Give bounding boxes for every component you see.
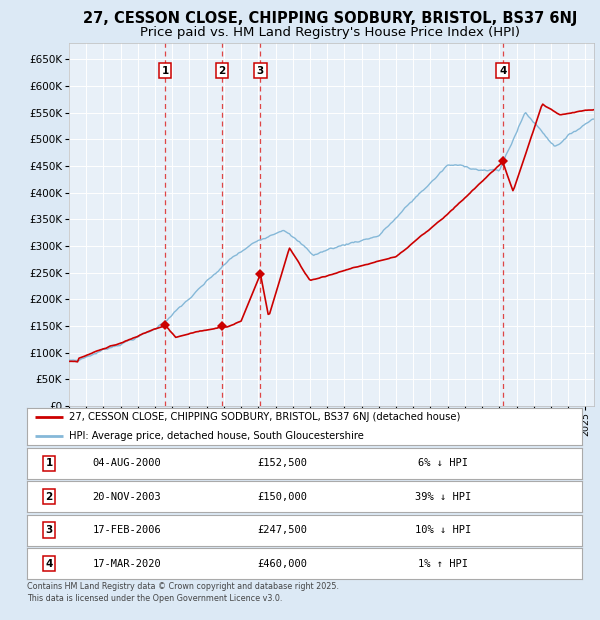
Text: 3: 3 xyxy=(257,66,264,76)
Text: 6% ↓ HPI: 6% ↓ HPI xyxy=(418,458,468,468)
Text: 2: 2 xyxy=(218,66,226,76)
Text: £150,000: £150,000 xyxy=(257,492,307,502)
Text: 1: 1 xyxy=(46,458,53,468)
Text: 17-FEB-2006: 17-FEB-2006 xyxy=(92,525,161,535)
Text: 39% ↓ HPI: 39% ↓ HPI xyxy=(415,492,472,502)
Text: 27, CESSON CLOSE, CHIPPING SODBURY, BRISTOL, BS37 6NJ (detached house): 27, CESSON CLOSE, CHIPPING SODBURY, BRIS… xyxy=(68,412,460,422)
Text: £247,500: £247,500 xyxy=(257,525,307,535)
Text: 1% ↑ HPI: 1% ↑ HPI xyxy=(418,559,468,569)
Text: 20-NOV-2003: 20-NOV-2003 xyxy=(92,492,161,502)
Text: 04-AUG-2000: 04-AUG-2000 xyxy=(92,458,161,468)
Text: £152,500: £152,500 xyxy=(257,458,307,468)
Text: 2: 2 xyxy=(46,492,53,502)
Text: 1: 1 xyxy=(161,66,169,76)
Text: 4: 4 xyxy=(46,559,53,569)
Text: 10% ↓ HPI: 10% ↓ HPI xyxy=(415,525,472,535)
Text: 4: 4 xyxy=(499,66,506,76)
Text: Price paid vs. HM Land Registry's House Price Index (HPI): Price paid vs. HM Land Registry's House … xyxy=(140,26,520,38)
Text: HPI: Average price, detached house, South Gloucestershire: HPI: Average price, detached house, Sout… xyxy=(68,431,364,441)
Text: £460,000: £460,000 xyxy=(257,559,307,569)
Text: 27, CESSON CLOSE, CHIPPING SODBURY, BRISTOL, BS37 6NJ: 27, CESSON CLOSE, CHIPPING SODBURY, BRIS… xyxy=(83,11,577,26)
Text: 3: 3 xyxy=(46,525,53,535)
Text: Contains HM Land Registry data © Crown copyright and database right 2025.
This d: Contains HM Land Registry data © Crown c… xyxy=(27,582,339,603)
Text: 17-MAR-2020: 17-MAR-2020 xyxy=(92,559,161,569)
